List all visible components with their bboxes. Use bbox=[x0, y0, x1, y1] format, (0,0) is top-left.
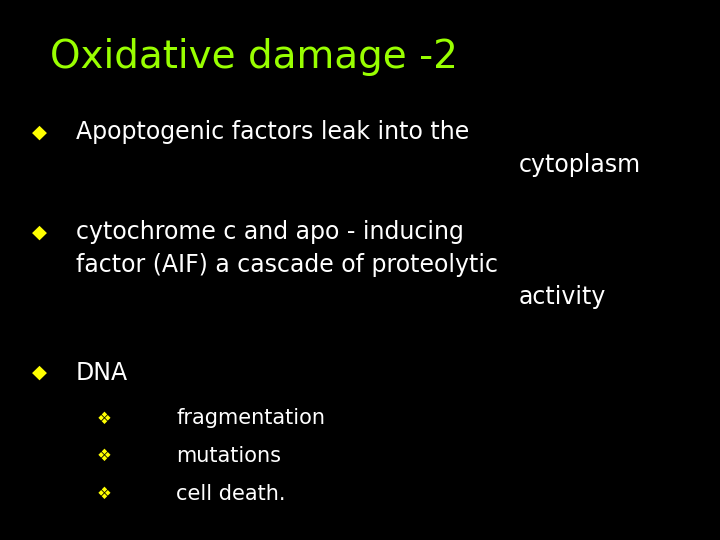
Text: cytoplasm: cytoplasm bbox=[518, 153, 641, 177]
Text: ❖: ❖ bbox=[97, 409, 112, 428]
Text: ❖: ❖ bbox=[97, 447, 112, 465]
Text: ◆: ◆ bbox=[32, 363, 47, 382]
Text: ❖: ❖ bbox=[97, 485, 112, 503]
Text: factor (AIF) a cascade of proteolytic: factor (AIF) a cascade of proteolytic bbox=[76, 253, 498, 276]
Text: fragmentation: fragmentation bbox=[176, 408, 325, 429]
Text: activity: activity bbox=[518, 285, 606, 309]
Text: DNA: DNA bbox=[76, 361, 127, 384]
Text: cell death.: cell death. bbox=[176, 484, 286, 504]
Text: mutations: mutations bbox=[176, 446, 282, 467]
Text: cytochrome c and apo - inducing: cytochrome c and apo - inducing bbox=[76, 220, 464, 244]
Text: Oxidative damage -2: Oxidative damage -2 bbox=[50, 38, 458, 76]
Text: Apoptogenic factors leak into the: Apoptogenic factors leak into the bbox=[76, 120, 469, 144]
Text: ◆: ◆ bbox=[32, 123, 47, 142]
Text: ◆: ◆ bbox=[32, 222, 47, 242]
